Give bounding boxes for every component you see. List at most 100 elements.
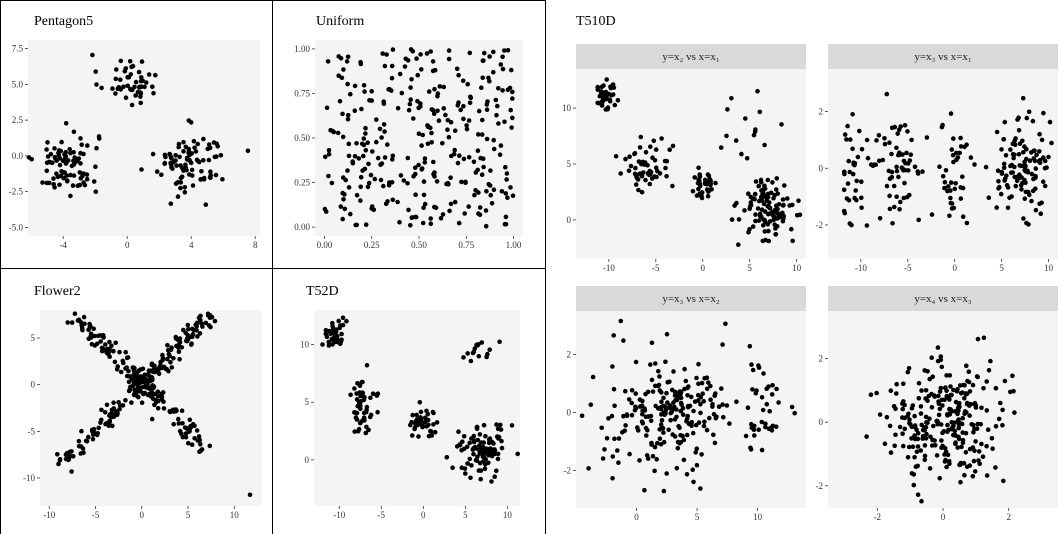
scatter-point — [209, 314, 215, 320]
scatter-point — [337, 325, 342, 331]
x-tick-label: 0 — [125, 240, 130, 250]
scatter-point — [972, 162, 977, 167]
scatter-point — [466, 204, 472, 209]
scatter-point — [452, 147, 458, 153]
scatter-point — [773, 424, 779, 430]
scatter-point — [844, 196, 850, 201]
scatter-point — [661, 410, 666, 415]
scatter-point — [690, 467, 695, 473]
scatter-point — [206, 157, 212, 163]
scatter-point — [113, 76, 119, 82]
scatter-point — [341, 197, 346, 202]
scatter-point — [355, 428, 361, 434]
scatter-point — [937, 164, 942, 169]
scatter-point — [664, 158, 670, 164]
scatter-point — [710, 404, 715, 409]
scatter-point — [1011, 388, 1016, 394]
scatter-point — [970, 474, 976, 479]
scatter-point — [67, 453, 72, 458]
scatter-point — [668, 418, 673, 423]
scatter-point — [889, 151, 894, 157]
scatter-point — [888, 450, 894, 455]
scatter-point — [698, 402, 703, 407]
scatter-point — [498, 62, 504, 67]
scatter-point — [339, 337, 344, 343]
scatter-point — [718, 145, 724, 150]
scatter-point — [326, 173, 331, 179]
scatter-point — [421, 205, 426, 210]
scatter-point — [485, 99, 490, 104]
scatter-point — [107, 346, 112, 352]
scatter-point — [606, 416, 611, 421]
scatter-point — [91, 179, 97, 184]
scatter-point — [446, 134, 452, 140]
scatter-point — [186, 440, 191, 446]
scatter-point — [475, 148, 481, 153]
scatter-point — [168, 155, 174, 160]
scatter-point — [389, 180, 395, 185]
scatter-point — [437, 84, 443, 89]
scatter-point — [498, 427, 504, 432]
scatter-point — [907, 420, 912, 426]
scatter-point — [503, 191, 509, 196]
plot-background — [828, 311, 1058, 508]
scatter-point — [494, 468, 499, 474]
scatter-point — [706, 380, 711, 385]
scatter-point — [996, 179, 1001, 184]
scatter-point — [322, 206, 328, 212]
scatter-point — [491, 137, 497, 143]
scatter-point — [667, 147, 672, 152]
facet-strip — [828, 44, 1058, 69]
scatter-point — [1010, 151, 1016, 157]
scatter-point — [1013, 183, 1019, 189]
scatter-point — [487, 78, 492, 84]
scatter-point — [916, 217, 921, 223]
scatter-point — [361, 397, 367, 403]
scatter-point — [67, 147, 72, 152]
scatter-point — [770, 383, 775, 388]
scatter-point — [697, 178, 702, 184]
scatter-point — [894, 194, 899, 199]
scatter-point — [945, 452, 951, 458]
scatter-point — [354, 397, 360, 402]
x-tick-label: 0.25 — [364, 240, 380, 250]
scatter-point — [419, 143, 424, 148]
scatter-point — [126, 368, 131, 374]
scatter-point — [406, 207, 411, 213]
scatter-point — [80, 327, 85, 333]
scatter-point — [958, 135, 963, 141]
scatter-point — [765, 177, 771, 183]
scatter-point — [144, 377, 149, 383]
scatter-point — [352, 410, 357, 415]
scatter-point — [167, 353, 172, 359]
scatter-point — [129, 400, 134, 405]
scatter-point — [747, 343, 753, 349]
scatter-point — [1005, 205, 1011, 211]
scatter-point — [111, 400, 116, 406]
scatter-point — [676, 395, 681, 401]
scatter-point — [944, 464, 949, 470]
scatter-point — [998, 400, 1003, 406]
scatter-point — [956, 425, 961, 431]
scatter-point — [467, 456, 473, 462]
scatter-point — [489, 453, 495, 459]
scatter-point — [755, 206, 761, 211]
scatter-point — [612, 102, 618, 108]
scatter-points — [55, 311, 253, 498]
scatter-point — [629, 412, 635, 418]
scatter-point — [55, 174, 61, 180]
scatter-point — [637, 145, 643, 150]
scatter-point — [504, 177, 509, 182]
scatter-point — [919, 422, 924, 428]
scatter-point — [424, 424, 429, 429]
scatter-point — [57, 162, 63, 168]
scatter-point — [201, 136, 206, 142]
scatter-point — [338, 341, 343, 347]
scatter-point — [656, 368, 661, 374]
scatter-point — [902, 123, 908, 128]
scatter-point — [929, 405, 935, 410]
scatter-point — [612, 436, 617, 442]
scatter-point — [176, 349, 182, 355]
scatter-point — [1007, 195, 1012, 201]
scatter-point — [775, 211, 780, 216]
